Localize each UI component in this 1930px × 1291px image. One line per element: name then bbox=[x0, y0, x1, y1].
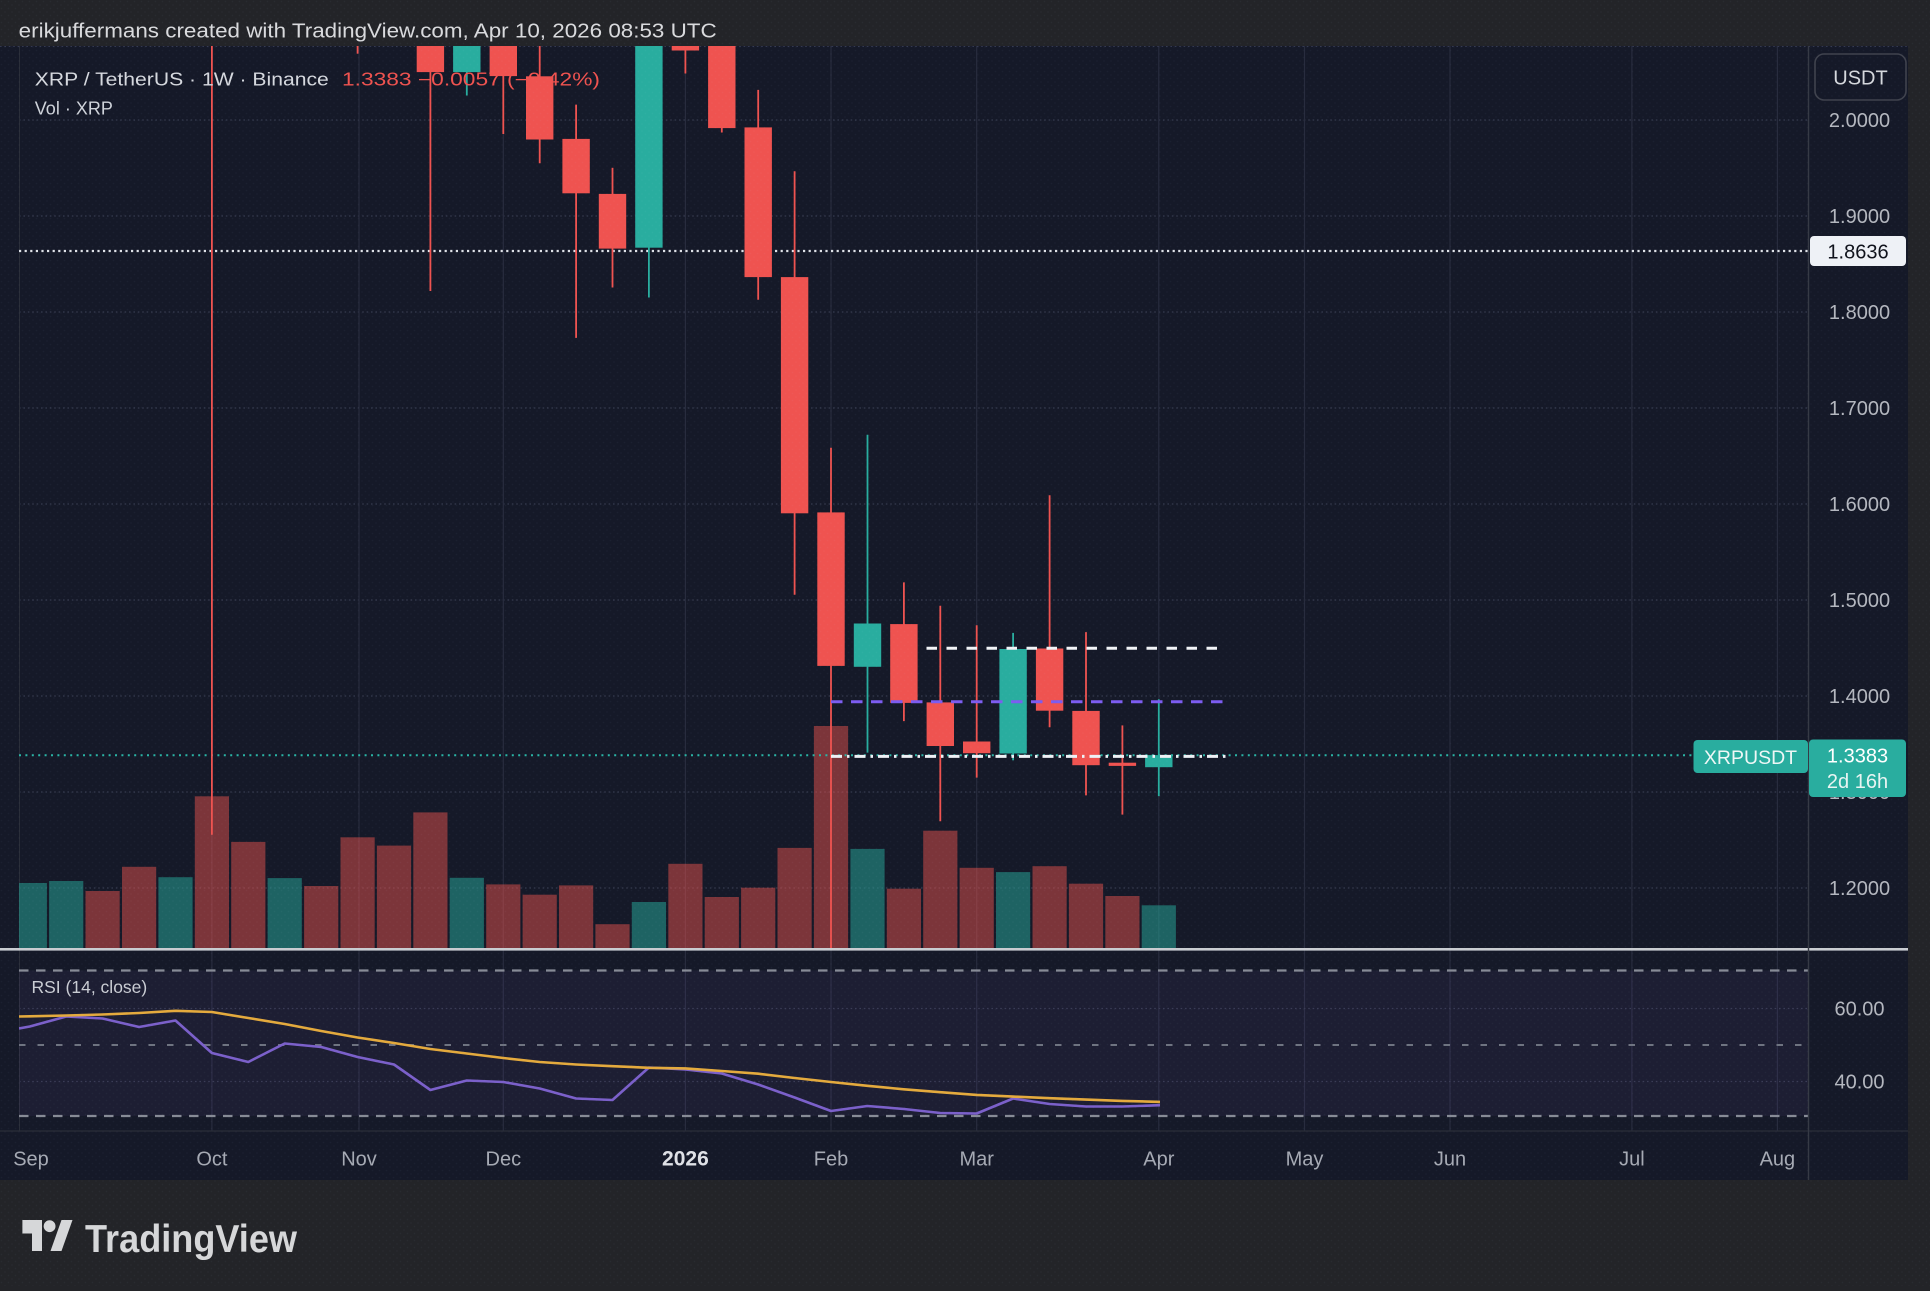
svg-text:1.3383: 1.3383 bbox=[1827, 746, 1888, 768]
svg-text:TradingView: TradingView bbox=[85, 1218, 298, 1261]
svg-text:Mar: Mar bbox=[959, 1149, 994, 1171]
svg-text:XRPUSDT: XRPUSDT bbox=[1704, 747, 1797, 769]
svg-text:Jun: Jun bbox=[1434, 1149, 1466, 1171]
svg-text:60.00: 60.00 bbox=[1834, 999, 1884, 1021]
svg-text:Oct: Oct bbox=[196, 1149, 228, 1171]
svg-text:1.4000: 1.4000 bbox=[1829, 686, 1890, 708]
svg-text:Jul: Jul bbox=[1619, 1149, 1645, 1171]
svg-text:2026: 2026 bbox=[662, 1148, 709, 1171]
svg-text:2d 16h: 2d 16h bbox=[1827, 771, 1888, 793]
svg-text:Sep: Sep bbox=[13, 1149, 49, 1171]
svg-text:Nov: Nov bbox=[341, 1149, 377, 1171]
svg-text:USDT: USDT bbox=[1833, 68, 1887, 90]
svg-text:erikjuffermans created with Tr: erikjuffermans created with TradingView.… bbox=[19, 21, 717, 43]
svg-text:XRP / TetherUS · 1W · Binance: XRP / TetherUS · 1W · Binance bbox=[35, 70, 329, 90]
svg-text:Feb: Feb bbox=[814, 1149, 848, 1171]
svg-text:40.00: 40.00 bbox=[1834, 1072, 1884, 1094]
svg-text:RSI (14, close): RSI (14, close) bbox=[32, 977, 148, 997]
svg-text:1.9000: 1.9000 bbox=[1829, 206, 1890, 228]
svg-text:May: May bbox=[1286, 1149, 1324, 1171]
svg-text:1.3383 −0.0057 (−0.42%): 1.3383 −0.0057 (−0.42%) bbox=[342, 70, 600, 90]
svg-text:Dec: Dec bbox=[486, 1149, 522, 1171]
svg-text:1.6000: 1.6000 bbox=[1829, 494, 1890, 516]
svg-text:Vol · XRP: Vol · XRP bbox=[35, 99, 113, 119]
svg-text:1.2000: 1.2000 bbox=[1829, 878, 1890, 900]
svg-text:Apr: Apr bbox=[1143, 1149, 1174, 1171]
svg-text:1.7000: 1.7000 bbox=[1829, 398, 1890, 420]
svg-text:Aug: Aug bbox=[1760, 1149, 1796, 1171]
svg-text:1.5000: 1.5000 bbox=[1829, 590, 1890, 612]
svg-text:2.0000: 2.0000 bbox=[1829, 110, 1890, 132]
svg-text:1.8000: 1.8000 bbox=[1829, 302, 1890, 324]
svg-text:1.8636: 1.8636 bbox=[1827, 242, 1888, 264]
